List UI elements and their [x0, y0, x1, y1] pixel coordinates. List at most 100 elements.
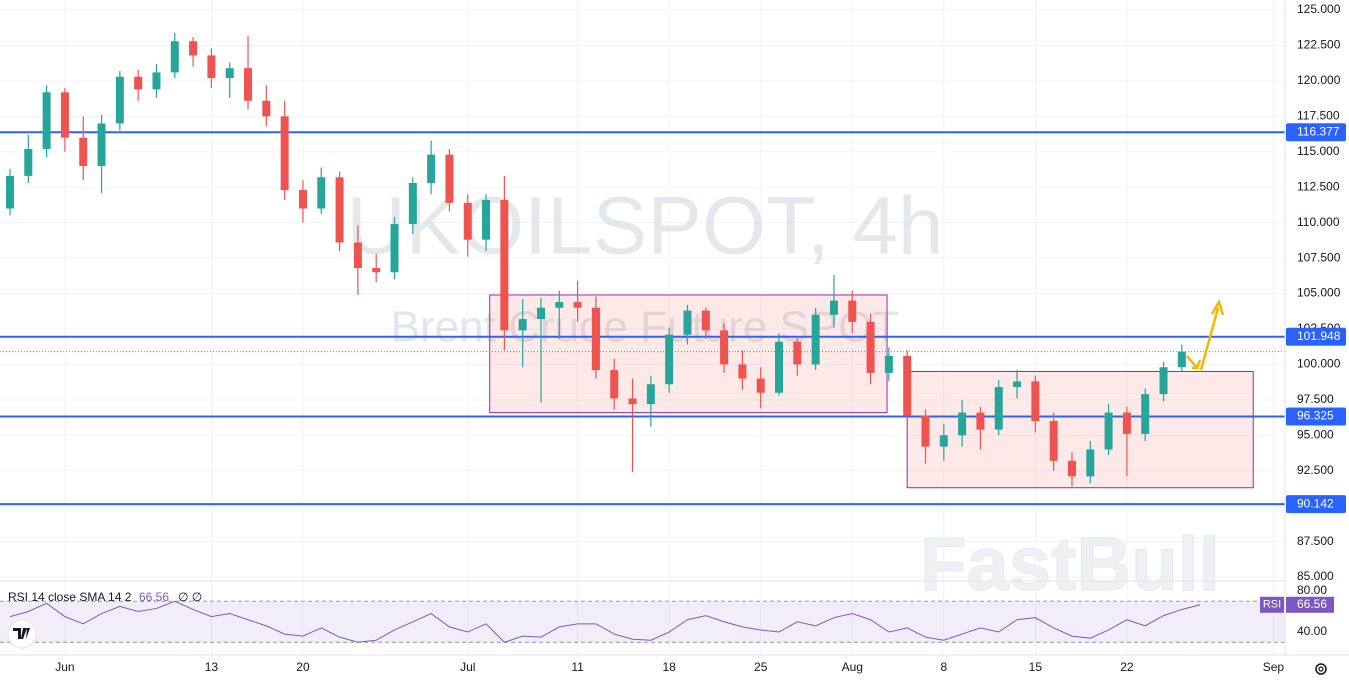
axes: 85.00087.50090.00092.50095.00097.500100.… — [55, 2, 1346, 674]
candle-body — [939, 435, 948, 447]
candle-body — [591, 307, 600, 371]
candle-body — [427, 154, 436, 183]
candle-body — [555, 302, 564, 308]
x-tick-label: 20 — [296, 660, 310, 674]
candle-body — [97, 123, 106, 166]
tv-logo — [7, 619, 37, 649]
rsi-legend-empty: ∅ ∅ — [178, 590, 202, 604]
level-label-bg — [1286, 495, 1346, 514]
candle-body — [244, 68, 253, 101]
candle-body — [994, 387, 1003, 430]
candle-body — [720, 330, 729, 365]
candle-body — [738, 364, 747, 379]
x-tick-label: Sep — [1263, 660, 1285, 674]
candle-body — [280, 116, 289, 191]
candle-body — [958, 412, 967, 436]
candle-body — [6, 175, 14, 209]
candle-body — [1122, 412, 1131, 434]
candle-body — [115, 76, 124, 124]
candles — [6, 32, 1186, 487]
candle-body — [262, 100, 271, 117]
rsi-band — [0, 601, 1285, 643]
candle-body — [298, 190, 307, 209]
candle-body — [1013, 381, 1022, 388]
rsi-name-label: RSI — [1263, 599, 1281, 611]
candle-body — [1067, 460, 1076, 477]
y-tick-label: 125.000 — [1297, 2, 1341, 16]
candle-body — [811, 314, 820, 365]
rsi-line — [9, 600, 1201, 643]
level-label-bg — [1286, 327, 1346, 346]
y-tick-label: 97.500 — [1297, 392, 1334, 406]
rsi-legend-value: 66.56 — [139, 590, 169, 604]
level-label-bg — [1286, 123, 1346, 142]
x-tick-label: 22 — [1120, 660, 1134, 674]
candle-body — [390, 224, 399, 273]
rsi-tick-label: 80.00 — [1297, 583, 1327, 597]
settings-icon[interactable] — [1315, 663, 1327, 675]
candle-body — [482, 199, 491, 240]
candle-body — [921, 415, 930, 447]
candle-body — [536, 307, 545, 320]
watermark-symbol: UKOILSPOT, 4h — [346, 181, 943, 272]
candle-body — [152, 72, 161, 90]
candle-body — [207, 55, 216, 79]
y-tick-label: 120.000 — [1297, 73, 1341, 87]
candle-body — [628, 398, 637, 405]
candle-body — [884, 355, 893, 373]
x-tick-label: 11 — [571, 660, 584, 674]
candle-body — [60, 92, 69, 138]
level-label: 96.325 — [1297, 409, 1334, 423]
candle-body — [866, 321, 875, 373]
candle-body — [976, 412, 985, 430]
rsi-value-bg — [1286, 596, 1334, 613]
candle-body — [1049, 421, 1058, 461]
x-tick-label: Aug — [842, 660, 863, 674]
x-tick-label: Jul — [460, 660, 475, 674]
candle-body — [463, 202, 472, 240]
candle-body — [189, 41, 198, 56]
boxes — [489, 294, 1254, 489]
candle-body — [665, 334, 674, 385]
candle-body — [1104, 412, 1113, 450]
x-tick-label: Jun — [55, 660, 74, 674]
candle-body — [756, 378, 765, 393]
rsi-legend: RSI 14 close SMA 14 2 — [8, 590, 132, 604]
x-tick-label: 15 — [1029, 660, 1043, 674]
level-label: 90.142 — [1297, 496, 1334, 510]
levels — [0, 131, 1285, 506]
rsi-value-label: 66.56 — [1297, 597, 1327, 611]
candle-body — [1086, 449, 1095, 477]
x-tick-label: 8 — [940, 660, 947, 674]
y-tick-label: 92.500 — [1297, 463, 1334, 477]
candle-body — [829, 300, 838, 315]
candle-body — [317, 177, 326, 209]
rsi-name-bg — [1260, 596, 1284, 613]
candle-body — [335, 177, 344, 243]
arrow-down — [1186, 355, 1202, 370]
grid — [0, 0, 1285, 655]
candle-body — [372, 268, 381, 273]
candle-body — [903, 355, 912, 416]
candle-body — [225, 68, 234, 79]
y-tick-label: 112.500 — [1297, 179, 1340, 193]
candle-body — [701, 310, 710, 331]
level-label-bg — [1286, 407, 1346, 426]
candle-body — [793, 341, 802, 365]
candle-body — [42, 92, 51, 149]
candle-body — [1031, 381, 1040, 422]
y-tick-label: 115.000 — [1297, 144, 1340, 158]
candle-body — [573, 302, 582, 308]
y-tick-label: 105.000 — [1297, 286, 1341, 300]
candle-body — [646, 384, 655, 405]
y-tick-label: 95.000 — [1297, 427, 1334, 441]
candle-body — [170, 41, 179, 73]
x-tick-label: 18 — [662, 660, 676, 674]
y-tick-label: 117.500 — [1297, 109, 1340, 123]
candle-body — [24, 148, 33, 176]
y-tick-label: 107.500 — [1297, 250, 1341, 264]
y-tick-label: 110.000 — [1297, 215, 1340, 229]
